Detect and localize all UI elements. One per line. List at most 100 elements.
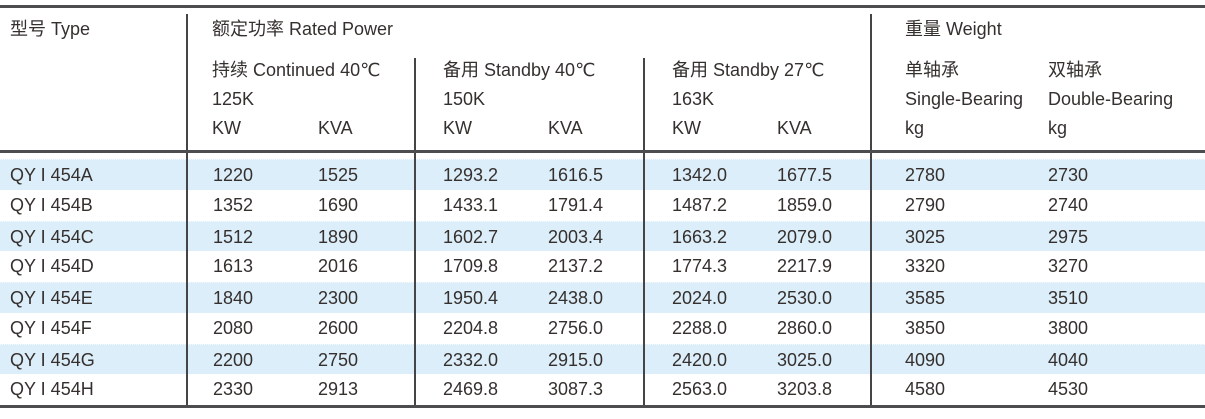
divider-standby40-standby27 (643, 58, 645, 405)
bottom-rule (0, 405, 1205, 408)
value-cell: 1616.5 (548, 165, 604, 185)
value-cell: 2003.4 (548, 226, 604, 247)
value-cell: 4530 (1048, 379, 1089, 400)
value-cell: 1663.2 (672, 226, 728, 247)
value-cell: 2563.0 (672, 379, 728, 400)
value-cell: 2079.0 (777, 226, 833, 247)
table-row: QY I 454C 1512 1890 1602.7 2003.4 1663.2 2079.… (0, 220, 1205, 252)
value-cell: 1342.0 (672, 165, 728, 185)
model-cell: QY I 454B (10, 194, 93, 215)
value-cell: 2915.0 (548, 349, 604, 370)
value-cell: 2024.0 (672, 288, 728, 308)
value-cell: 2217.9 (777, 256, 833, 277)
value-cell: 2016 (318, 256, 359, 277)
value-cell: 2300 (318, 288, 359, 308)
value-cell: 3510 (1048, 288, 1089, 308)
value-cell: 1512 (213, 226, 254, 247)
value-cell: 2790 (905, 194, 946, 215)
unit-header-kg: kg (1048, 118, 1068, 138)
value-cell: 2756.0 (548, 317, 604, 338)
table-row: QY I 454H 2330 2913 2469.8 3087.3 2563.0 3203.… (0, 374, 1205, 405)
value-cell: 2913 (318, 379, 359, 400)
value-cell: 2438.0 (548, 288, 604, 308)
top-rule (0, 5, 1205, 8)
model-cell: QY I 454G (10, 349, 95, 370)
subheader-single-bearing-cn: 单轴承 (905, 60, 959, 80)
value-cell: 1840 (213, 288, 254, 308)
table-body: QY I 454A 1220 1525 1293.2 1616.5 1342.0 1677.… (0, 159, 1205, 405)
value-cell: 1890 (318, 226, 359, 247)
divider-type-power (186, 14, 188, 405)
subheader-double-bearing-cn: 双轴承 (1048, 60, 1102, 80)
value-cell: 1352 (213, 194, 254, 215)
value-cell: 4040 (1048, 349, 1089, 370)
col-header-rated-power: 额定功率 Rated Power (212, 19, 394, 39)
table-row: QY I 454A 1220 1525 1293.2 1616.5 1342.0 1677.… (0, 159, 1205, 190)
value-cell: 1433.1 (443, 194, 499, 215)
value-cell: 2780 (905, 165, 946, 185)
subheader-double-bearing-en: Double-Bearing (1048, 89, 1174, 109)
value-cell: 2332.0 (443, 349, 499, 370)
unit-header-kva: KVA (777, 118, 812, 138)
value-cell: 1293.2 (443, 165, 499, 185)
value-cell: 3320 (905, 256, 946, 277)
model-cell: QY I 454F (10, 317, 92, 338)
model-cell: QY I 454A (10, 165, 93, 185)
value-cell: 2975 (1048, 226, 1089, 247)
model-cell: QY I 454H (10, 379, 94, 400)
value-cell: 2288.0 (672, 317, 728, 338)
value-cell: 2750 (318, 349, 359, 370)
unit-header-kg: kg (905, 118, 925, 138)
value-cell: 3270 (1048, 256, 1089, 277)
col-header-type: 型号 Type (10, 19, 91, 39)
value-cell: 2600 (318, 317, 359, 338)
subheader-single-bearing-en: Single-Bearing (905, 89, 1024, 109)
value-cell: 2330 (213, 379, 254, 400)
value-cell: 2080 (213, 317, 254, 338)
value-cell: 3585 (905, 288, 946, 308)
table-row: QY I 454F 2080 2600 2204.8 2756.0 2288.0 2860.… (0, 313, 1205, 344)
value-cell: 3087.3 (548, 379, 604, 400)
value-cell: 3203.8 (777, 379, 833, 400)
model-cell: QY I 454D (10, 256, 94, 277)
value-cell: 1613 (213, 256, 254, 277)
table-row: QY I 454G 2200 2750 2332.0 2915.0 2420.0 3025.… (0, 343, 1205, 375)
value-cell: 2469.8 (443, 379, 499, 400)
value-cell: 1602.7 (443, 226, 499, 247)
value-cell: 2860.0 (777, 317, 833, 338)
value-cell: 2200 (213, 349, 254, 370)
col-header-weight: 重量 Weight (905, 19, 1002, 39)
value-cell: 1791.4 (548, 194, 604, 215)
value-cell: 1677.5 (777, 165, 833, 185)
unit-header-kw: KW (212, 118, 241, 138)
subheader-standby-27c-class: 163K (672, 89, 715, 109)
model-cell: QY I 454E (10, 288, 93, 308)
value-cell: 3025.0 (777, 349, 833, 370)
unit-header-kw: KW (672, 118, 701, 138)
value-cell: 2530.0 (777, 288, 833, 308)
table-row: QY I 454D 1613 2016 1709.8 2137.2 1774.3 2217.… (0, 251, 1205, 282)
value-cell: 1220 (213, 165, 254, 185)
table-row: QY I 454B 1352 1690 1433.1 1791.4 1487.2 1859.… (0, 190, 1205, 221)
unit-header-kva: KVA (318, 118, 353, 138)
subheader-standby-27c: 备用 Standby 27℃ (672, 60, 825, 80)
value-cell: 1525 (318, 165, 359, 185)
value-cell: 4580 (905, 379, 946, 400)
value-cell: 1487.2 (672, 194, 728, 215)
table-row: QY I 454E 1840 2300 1950.4 2438.0 2024.0 2530.… (0, 282, 1205, 313)
value-cell: 2420.0 (672, 349, 728, 370)
value-cell: 2204.8 (443, 317, 499, 338)
value-cell: 1709.8 (443, 256, 499, 277)
value-cell: 1859.0 (777, 194, 833, 215)
value-cell: 1950.4 (443, 288, 499, 308)
value-cell: 1774.3 (672, 256, 728, 277)
subheader-continued-40c-class: 125K (212, 89, 255, 109)
divider-continued-standby40 (414, 58, 416, 405)
model-cell: QY I 454C (10, 226, 94, 247)
value-cell: 3800 (1048, 317, 1089, 338)
value-cell: 1690 (318, 194, 359, 215)
header-separator-rule (0, 150, 1205, 153)
value-cell: 4090 (905, 349, 946, 370)
subheader-standby-40c: 备用 Standby 40℃ (443, 60, 596, 80)
